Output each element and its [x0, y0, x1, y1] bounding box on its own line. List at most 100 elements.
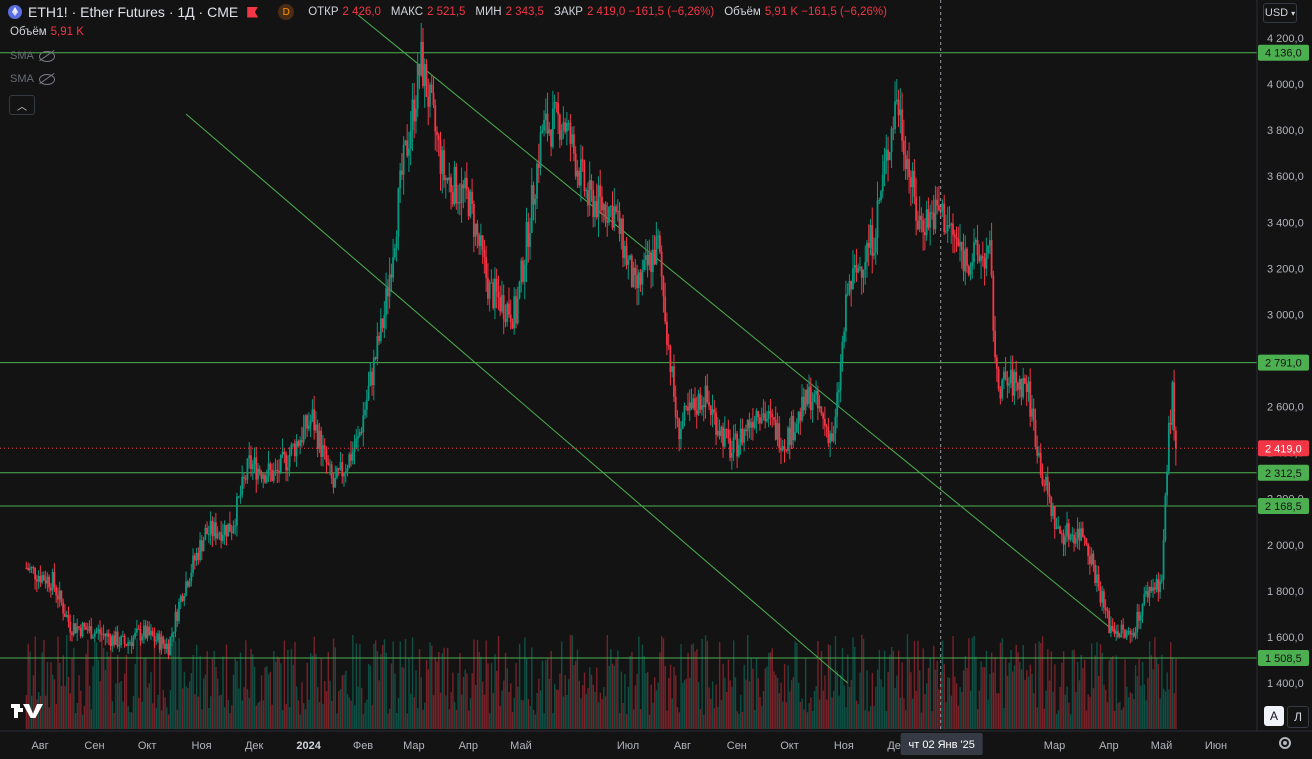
candle-body — [574, 153, 577, 177]
trend-line[interactable] — [357, 14, 1122, 638]
volume-bar — [845, 707, 847, 729]
candle-body — [313, 409, 316, 431]
volume-bar — [689, 677, 691, 729]
volume-bar — [1040, 643, 1042, 729]
eye-hidden-icon[interactable] — [38, 50, 55, 62]
candle-body — [86, 629, 89, 631]
gear-icon[interactable] — [1279, 737, 1291, 749]
candle-body — [1141, 604, 1144, 616]
candle-body — [74, 623, 77, 633]
level-price-tag[interactable] — [1258, 354, 1309, 371]
log-scale-button[interactable]: Л — [1287, 706, 1309, 728]
symbol-title[interactable]: ETH1! · Ether Futures · 1Д · CME — [28, 4, 239, 20]
volume-bar — [838, 695, 840, 729]
candle-body — [969, 266, 972, 275]
volume-bar — [1103, 684, 1105, 729]
candle-body — [1034, 420, 1037, 447]
close-label: ЗАКР — [553, 6, 583, 18]
candle-body — [580, 159, 582, 186]
candle-body — [708, 402, 710, 406]
volume-bar — [624, 674, 626, 729]
candle-body — [815, 391, 817, 395]
candle-body — [388, 274, 391, 297]
candle-body — [150, 630, 152, 635]
candle-body — [39, 576, 42, 583]
time-tick-label: Июл — [617, 740, 639, 752]
volume-bar — [648, 714, 651, 729]
volume-bar — [864, 710, 867, 729]
flag-icon[interactable] — [247, 6, 259, 18]
candle-body — [718, 430, 721, 437]
level-price-label: 1 508,5 — [1265, 653, 1302, 665]
auto-scale-button[interactable]: A — [1264, 706, 1284, 726]
candle-body — [973, 242, 975, 262]
candle-body — [230, 531, 233, 533]
volume-bar — [899, 697, 902, 729]
trend-line[interactable] — [185, 113, 848, 684]
level-price-tag[interactable] — [1258, 650, 1309, 667]
candle-body — [881, 174, 884, 192]
candle-body — [794, 432, 796, 441]
candle-body — [588, 180, 591, 206]
sma-indicator-2[interactable]: SMA — [10, 73, 55, 85]
eye-hidden-icon[interactable] — [38, 73, 55, 85]
volume-bar — [527, 699, 530, 729]
volume-bar — [160, 710, 163, 729]
candle-body — [350, 454, 352, 461]
level-price-tag[interactable] — [1258, 464, 1309, 481]
candle-body — [25, 567, 28, 569]
candle-body — [860, 266, 863, 278]
volume-bar — [355, 643, 358, 729]
time-axis[interactable] — [0, 731, 1312, 759]
volume-bar — [404, 639, 407, 729]
candle-body — [988, 240, 991, 246]
sma-indicator-1[interactable]: SMA — [10, 50, 55, 62]
candle-body — [1060, 533, 1063, 535]
candle-body — [406, 140, 409, 156]
volume-bar — [401, 666, 403, 729]
candle-body — [104, 633, 107, 637]
level-price-tag[interactable] — [1258, 497, 1309, 514]
candle-body — [41, 575, 44, 583]
volume-bar — [1038, 641, 1040, 729]
volume-bar — [434, 657, 437, 729]
tradingview-logo-icon[interactable] — [11, 704, 43, 718]
candle-body — [943, 203, 946, 233]
volume-bar — [448, 709, 451, 729]
volume-bar — [1022, 645, 1024, 729]
candle-body — [1166, 471, 1168, 496]
candle-body — [318, 430, 321, 449]
volume-bar — [883, 650, 886, 729]
volume-bar — [604, 696, 607, 729]
candle-body — [197, 552, 200, 560]
volume-bar — [583, 672, 586, 729]
volume-bar — [1052, 691, 1054, 729]
volume-bar — [511, 711, 514, 729]
candle-body — [976, 239, 979, 256]
candle-body — [1017, 382, 1019, 390]
volume-bar — [1117, 702, 1119, 729]
volume-bar — [841, 647, 844, 729]
dividend-badge[interactable]: D — [278, 4, 295, 20]
candle-body — [651, 249, 654, 273]
candle-body — [781, 446, 784, 451]
volume-bar — [550, 651, 552, 729]
candle-body — [611, 205, 614, 228]
currency-selector[interactable]: USD ▾ — [1263, 3, 1297, 23]
candle-body — [790, 415, 793, 446]
candle-body — [302, 427, 305, 443]
volume-bar — [666, 710, 668, 729]
volume-bar — [99, 681, 101, 729]
volume-bar — [213, 650, 215, 729]
volume-bar — [1045, 690, 1047, 729]
candle-body — [680, 428, 682, 440]
candle-body — [490, 282, 493, 284]
candle-body — [992, 275, 995, 331]
collapse-legend-button[interactable]: ︿ — [9, 95, 35, 115]
volume-bar — [917, 640, 919, 729]
candle-body — [290, 444, 293, 455]
level-price-tag[interactable] — [1258, 44, 1309, 61]
volume-bar — [1150, 655, 1153, 729]
volume-legend[interactable]: Объём 5,91 K — [10, 26, 84, 38]
